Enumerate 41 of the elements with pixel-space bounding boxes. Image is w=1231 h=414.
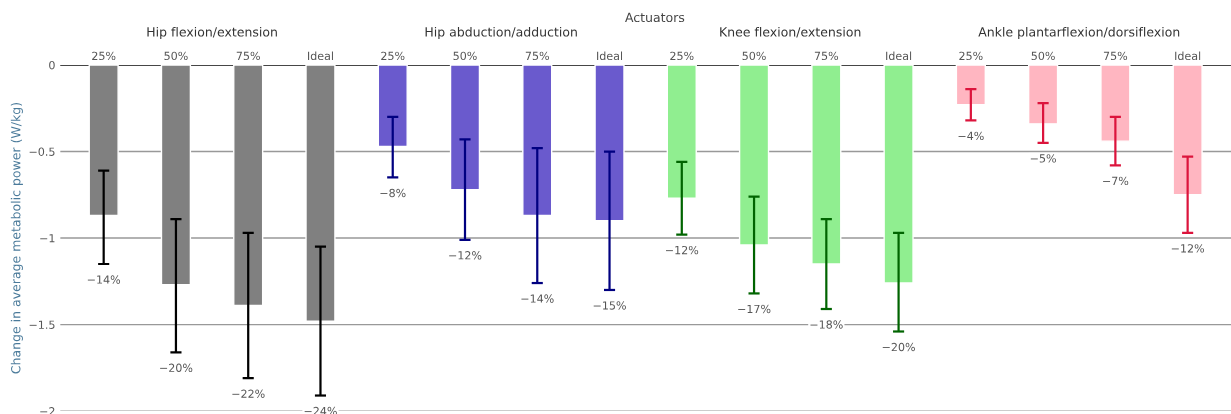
annotation: −20% [882,342,915,352]
y-axis-title: Change in average metabolic power (W/kg) [10,103,23,374]
x-tick-label: 75% [814,51,839,61]
annotation: −14% [521,294,554,303]
annotation: −12% [449,251,482,260]
x-tick-label: Ideal [308,51,333,61]
x-tick-label: 25% [959,51,983,61]
annotation: −14% [87,275,121,284]
x-tick-label: 25% [381,51,405,61]
annotation: −18% [810,320,843,329]
annotation: −15% [593,301,626,310]
x-tick-label: 25% [92,51,116,61]
x-tick-label: 25% [670,51,694,61]
annotation: −20% [160,363,193,372]
y-tick-label: −0.5 [29,147,55,156]
annotation: −12% [665,245,699,255]
text: Hip abduction/adduction [425,26,577,40]
x-tick-label: 50% [742,51,766,61]
annotation: −5% [1030,154,1056,163]
annotation: −8% [380,188,406,198]
annotation: −17% [738,304,771,314]
x-tick-label: Ideal [1175,51,1201,61]
text: Ankle plantarflexion/dorsiflexion [978,26,1180,40]
x-tick-label: Ideal [597,51,623,61]
x-tick-label: 50% [1031,51,1055,61]
x-tick-label: Ideal [886,51,912,61]
y-tick-label: 0 [49,60,55,70]
annotation: −22% [232,389,265,398]
x-tick-label: 75% [1103,51,1128,61]
chart-title: Actuators [625,12,685,23]
annotation: −4% [958,131,984,141]
x-tick-label: 75% [236,51,260,61]
x-tick-label: 75% [525,51,549,61]
text: Hip flexion/extension [147,26,277,40]
x-tick-label: 50% [453,51,477,61]
y-tick-label: −1 [40,234,55,243]
annotation: −7% [1103,176,1129,186]
text: Knee flexion/extension [720,26,861,38]
annotation: −12% [1171,244,1205,253]
x-tick-label: 50% [164,51,188,61]
y-tick-label: −1.5 [29,320,55,329]
